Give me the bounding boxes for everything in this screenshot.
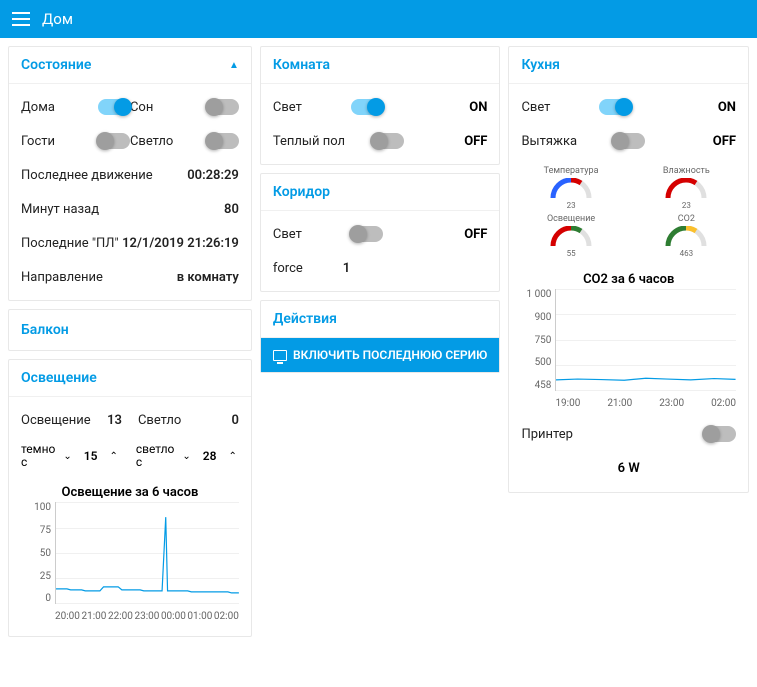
play-last-series-label: ВКЛЮЧИТЬ ПОСЛЕДНЮЮ СЕРИЮ: [293, 348, 487, 362]
home-label: Дома: [21, 100, 55, 115]
room-light-label: Свет: [273, 100, 302, 115]
direction-label: Направление: [21, 270, 103, 285]
last-pl-label: Последние "ПЛ": [21, 236, 119, 251]
actions-title: Действия: [273, 311, 337, 327]
minutes-ago-label: Минут назад: [21, 202, 99, 217]
dark-from-value: 15: [80, 449, 102, 463]
balcony-title[interactable]: Балкон: [9, 310, 251, 350]
kitchen-hood-toggle[interactable]: [613, 133, 645, 149]
co2-chart-title: CO2 за 6 часов: [509, 266, 748, 289]
corridor-card: Коридор Свет OFF force 1: [260, 173, 501, 292]
gauge-temperature: Температура 23: [516, 166, 627, 210]
state-header[interactable]: Состояние ▲: [9, 47, 251, 84]
gauge-lux: Освещение 55: [516, 214, 627, 258]
room-title: Комната: [273, 57, 330, 73]
column-1: Состояние ▲ Дома Сон Гости: [8, 46, 252, 637]
force-value: 1: [343, 261, 350, 276]
last-motion-label: Последнее движение: [21, 168, 153, 183]
sleep-label: Сон: [130, 100, 153, 115]
co2-yaxis: 1 000900750500458: [517, 289, 551, 391]
corridor-title: Коридор: [273, 184, 330, 200]
lightstate-label: Светло: [130, 134, 173, 149]
kitchen-hood-label: Вытяжка: [521, 134, 577, 149]
lighting-title: Освещение: [21, 370, 97, 386]
corridor-light-label: Свет: [273, 227, 302, 242]
co2-chart: 1 000900750500458 19:0021:0023:0002:00: [517, 289, 740, 409]
play-last-series-button[interactable]: ВКЛЮЧИТЬ ПОСЛЕДНЮЮ СЕРИЮ: [261, 338, 500, 372]
last-pl-value: 12/1/2019 21:26:19: [122, 236, 239, 251]
page-title: Дом: [42, 10, 73, 28]
bright-from-value: 28: [199, 449, 221, 463]
minutes-ago-value: 80: [224, 202, 239, 217]
room-floor-label: Теплый пол: [273, 134, 345, 149]
lightstate-toggle[interactable]: [207, 133, 239, 149]
room-header[interactable]: Комната: [261, 47, 500, 84]
balcony-card: Балкон: [8, 309, 252, 351]
column-3: Кухня Свет ON Вытяжка OFF Температура: [508, 46, 749, 493]
home-toggle[interactable]: [98, 99, 130, 115]
dark-dec[interactable]: ⌄: [61, 451, 73, 462]
corridor-light-state: OFF: [455, 227, 487, 242]
kitchen-title: Кухня: [521, 57, 560, 73]
kitchen-header[interactable]: Кухня: [509, 47, 748, 84]
kitchen-light-toggle[interactable]: [599, 99, 631, 115]
menu-icon[interactable]: [12, 12, 30, 26]
guests-toggle[interactable]: [98, 133, 130, 149]
lighting-card: Освещение Освещение 13 Светло 0 темно с …: [8, 359, 252, 637]
kitchen-hood-state: OFF: [704, 134, 736, 149]
last-motion-value: 00:28:29: [187, 168, 239, 183]
room-light-state: ON: [455, 100, 487, 115]
bright-from-label: светло с: [136, 443, 175, 469]
kitchen-gauges: Температура 23 Влажность 23 Освещение 55: [509, 158, 748, 266]
power-value: 6 W: [509, 451, 748, 486]
lighting-xaxis: 20:0021:0022:0023:0000:0001:0002:00: [55, 611, 239, 622]
dark-from-label: темно с: [21, 443, 55, 469]
room-floor-toggle[interactable]: [372, 133, 404, 149]
room-card: Комната Свет ON Теплый пол OFF: [260, 46, 501, 165]
topbar: Дом: [0, 0, 757, 38]
content-grid: Состояние ▲ Дома Сон Гости: [0, 38, 757, 645]
printer-toggle[interactable]: [704, 426, 736, 442]
kitchen-light-label: Свет: [521, 100, 550, 115]
direction-value: в комнату: [177, 270, 239, 285]
lighting-chart-title: Освещение за 6 часов: [9, 479, 251, 502]
lighting-chart: 1007550250 20:0021:0022:0023:0000:0001:0…: [17, 502, 243, 622]
co2-plot: [555, 289, 736, 391]
printer-label: Принтер: [521, 427, 573, 442]
gauge-co2: CO2 463: [631, 214, 742, 258]
state-title: Состояние: [21, 57, 91, 73]
lighting-header[interactable]: Освещение: [9, 360, 251, 397]
bright-inc[interactable]: ⌃: [226, 451, 238, 462]
lux-label: Освещение: [21, 413, 91, 428]
corridor-header[interactable]: Коридор: [261, 174, 500, 211]
collapse-icon[interactable]: ▲: [229, 60, 239, 71]
room-floor-state: OFF: [455, 134, 487, 149]
lighting-yaxis: 1007550250: [17, 502, 51, 604]
lux-value: 13: [107, 413, 122, 428]
force-label: force: [273, 261, 303, 276]
monitor-icon: [273, 350, 287, 361]
co2-xaxis: 19:0021:0023:0002:00: [555, 398, 736, 409]
column-2: Комната Свет ON Теплый пол OFF Коридор: [260, 46, 501, 373]
bright-dec[interactable]: ⌄: [180, 451, 192, 462]
dark-inc[interactable]: ⌃: [107, 451, 119, 462]
bright-label: Светло: [138, 413, 181, 428]
bright-value: 0: [231, 413, 238, 428]
actions-header[interactable]: Действия: [261, 301, 500, 338]
guests-label: Гости: [21, 134, 55, 149]
sleep-toggle[interactable]: [207, 99, 239, 115]
kitchen-light-state: ON: [704, 100, 736, 115]
corridor-light-toggle[interactable]: [351, 226, 383, 242]
state-card: Состояние ▲ Дома Сон Гости: [8, 46, 252, 301]
room-light-toggle[interactable]: [351, 99, 383, 115]
kitchen-card: Кухня Свет ON Вытяжка OFF Температура: [508, 46, 749, 493]
lighting-plot: [55, 502, 239, 604]
actions-card: Действия ВКЛЮЧИТЬ ПОСЛЕДНЮЮ СЕРИЮ: [260, 300, 501, 373]
gauge-humidity: Влажность 23: [631, 166, 742, 210]
